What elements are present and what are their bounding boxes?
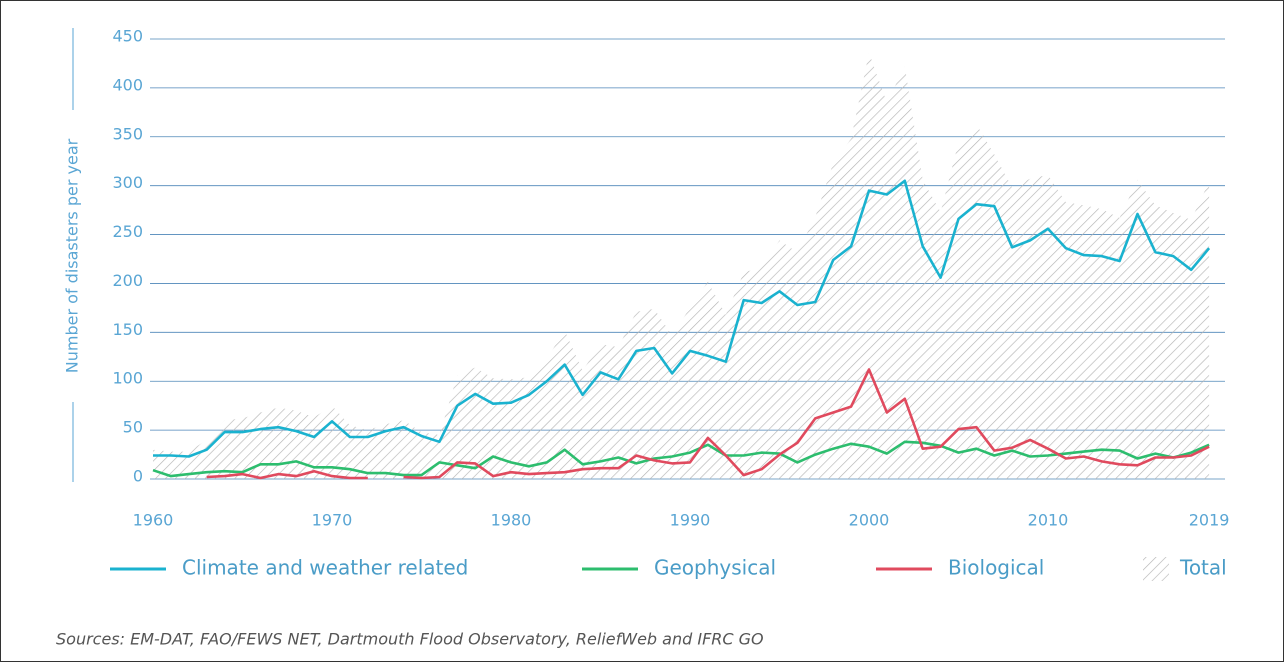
legend-label: Total	[1179, 556, 1227, 580]
y-tick-label: 50	[123, 418, 143, 437]
legend-label: Geophysical	[654, 556, 776, 580]
x-tick-label: 1980	[491, 511, 532, 530]
legend-swatch	[1143, 557, 1169, 581]
x-tick-label: 2019	[1189, 511, 1230, 530]
y-tick-label: 150	[112, 320, 143, 339]
total-area	[153, 52, 1210, 479]
y-axis-label: Number of disasters per year	[63, 138, 82, 373]
x-tick-label: 1990	[670, 511, 711, 530]
x-tick-label: 2000	[849, 511, 890, 530]
x-tick-label: 1970	[312, 511, 353, 530]
series-line	[152, 440, 1210, 478]
y-tick-label: 400	[112, 75, 143, 94]
y-tick-label: 200	[112, 271, 143, 290]
source-note: Sources: EM-DAT, FAO/FEWS NET, Dartmouth…	[56, 630, 764, 649]
x-tick-label: 1960	[133, 511, 174, 530]
legend-label: Climate and weather related	[182, 556, 468, 580]
series-line	[206, 368, 1210, 480]
series-line	[153, 179, 1211, 458]
y-tick-label: 100	[112, 369, 143, 388]
y-tick-label: 450	[112, 27, 143, 46]
y-tick-label: 300	[112, 173, 143, 192]
y-tick-label: 350	[112, 124, 143, 143]
legend-label: Biological	[948, 556, 1044, 580]
y-tick-label: 250	[112, 222, 143, 241]
y-tick-label: 0	[133, 467, 143, 486]
x-tick-label: 2010	[1028, 511, 1069, 530]
